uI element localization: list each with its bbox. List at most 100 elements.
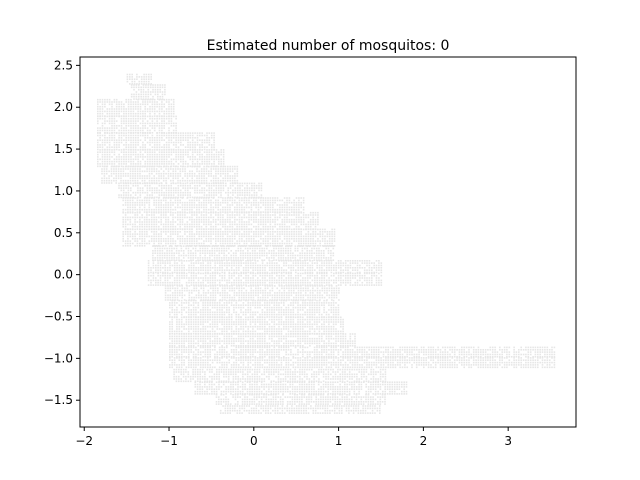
density-cell (187, 257, 190, 259)
density-cell (97, 134, 99, 137)
density-cell (143, 201, 146, 204)
density-cell (278, 277, 280, 279)
density-cell (163, 122, 165, 125)
density-cell (143, 206, 146, 209)
density-cell (203, 182, 206, 185)
density-cell (169, 211, 172, 214)
density-cell (293, 204, 295, 206)
density-cell (172, 134, 175, 137)
density-cell (205, 231, 208, 233)
density-cell (168, 146, 170, 148)
density-cell (286, 228, 288, 231)
density-cell (299, 252, 301, 254)
density-cell (224, 211, 227, 214)
density-cell (255, 235, 257, 238)
density-cell (168, 254, 171, 257)
density-cell (238, 197, 241, 199)
density-cell (228, 264, 231, 267)
density-cell (312, 242, 314, 245)
density-cell (117, 168, 120, 170)
density-cell (231, 201, 234, 204)
density-cell (158, 141, 161, 144)
density-cell (170, 160, 173, 163)
density-cell (150, 223, 153, 226)
density-cell (175, 151, 177, 153)
density-cell (366, 260, 368, 262)
density-cell (180, 250, 183, 252)
density-cell (151, 139, 154, 141)
density-cell (234, 211, 236, 213)
density-cell (218, 257, 221, 259)
density-cell (146, 175, 148, 177)
density-cell (211, 267, 214, 269)
density-cell (283, 228, 286, 231)
density-cell (213, 245, 216, 247)
density-cell (163, 156, 165, 158)
density-cell (101, 101, 104, 103)
density-cell (261, 260, 264, 262)
density-cell (136, 228, 139, 230)
density-cell (223, 284, 226, 286)
density-cell (261, 272, 264, 275)
density-cell (164, 277, 166, 279)
density-cell (143, 179, 146, 182)
density-cell (206, 184, 208, 187)
density-cell (227, 191, 229, 194)
density-cell (180, 132, 182, 134)
density-cell (332, 254, 335, 257)
density-cell (368, 264, 371, 267)
density-cell (251, 184, 253, 187)
density-cell (181, 179, 184, 182)
density-cell (99, 108, 101, 110)
density-cell (330, 264, 333, 267)
density-cell (193, 221, 196, 223)
density-cell (258, 182, 260, 185)
density-cell (192, 284, 195, 286)
density-cell (124, 204, 127, 206)
density-cell (163, 160, 165, 163)
density-cell (324, 242, 326, 245)
density-cell (231, 168, 234, 170)
density-cell (309, 260, 311, 262)
density-cell (175, 117, 177, 120)
density-cell (134, 115, 137, 117)
density-cell (188, 279, 190, 282)
density-cell (208, 170, 210, 173)
density-cell (168, 110, 170, 113)
density-cell (189, 182, 191, 185)
density-cell (130, 146, 132, 148)
density-cell (151, 146, 154, 148)
density-cell (165, 194, 168, 196)
density-cell (184, 175, 186, 177)
density-cell (269, 204, 272, 206)
density-cell (104, 101, 106, 103)
density-cell (209, 257, 211, 259)
density-cell (276, 204, 279, 206)
density-cell (169, 238, 172, 240)
density-cell (312, 238, 314, 240)
density-cell (127, 134, 130, 137)
density-cell (146, 189, 149, 192)
density-cell (172, 103, 175, 106)
density-cell (213, 182, 215, 185)
density-cell (283, 218, 286, 221)
density-cell (238, 199, 241, 202)
density-cell (134, 170, 136, 173)
density-cell (274, 223, 276, 226)
density-cell (127, 168, 129, 170)
density-cell (156, 120, 158, 122)
density-cell (144, 182, 146, 185)
density-cell (177, 206, 179, 209)
density-cell (165, 108, 168, 110)
density-cell (215, 233, 217, 235)
density-cell (363, 284, 366, 286)
density-cell (309, 284, 311, 286)
density-cell (213, 257, 216, 259)
density-cell (231, 235, 234, 238)
density-cell (161, 163, 163, 165)
density-cell (177, 132, 180, 134)
density-cell (283, 242, 286, 245)
density-cell (332, 245, 335, 247)
density-cell (160, 206, 162, 209)
density-cell (222, 184, 225, 187)
